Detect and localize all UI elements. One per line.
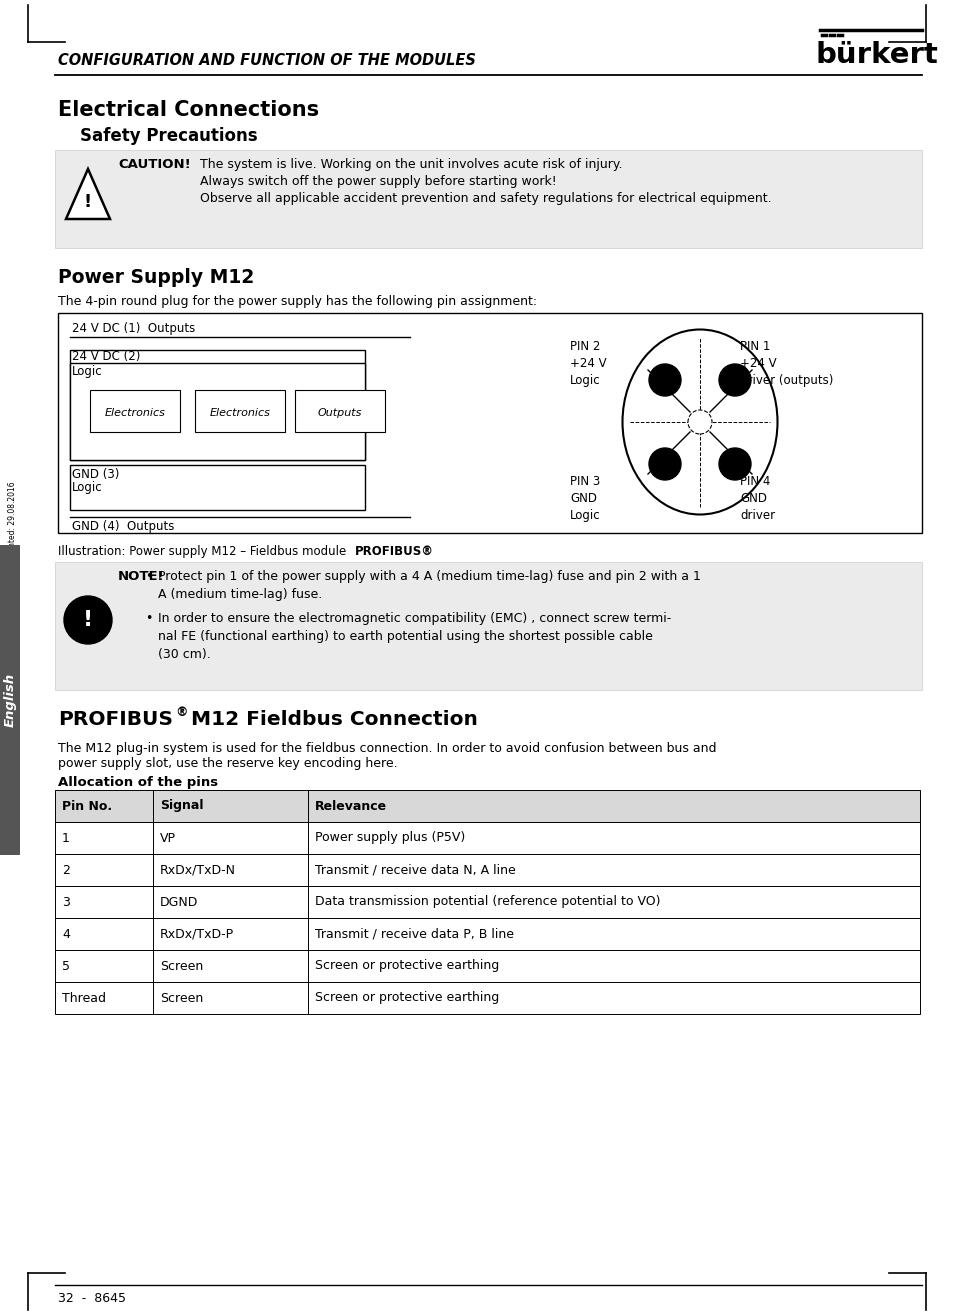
Text: Electronics: Electronics: [105, 408, 165, 418]
Text: Safety Precautions: Safety Precautions: [80, 128, 257, 145]
Text: PROFIBUS: PROFIBUS: [58, 710, 172, 729]
Text: !: !: [84, 193, 92, 210]
Text: CONFIGURATION AND FUNCTION OF THE MODULES: CONFIGURATION AND FUNCTION OF THE MODULE…: [58, 53, 476, 67]
Text: 2: 2: [62, 864, 70, 877]
Text: GND (3): GND (3): [71, 468, 119, 481]
Text: The 4-pin round plug for the power supply has the following pin assignment:: The 4-pin round plug for the power suppl…: [58, 295, 537, 308]
Ellipse shape: [622, 330, 777, 514]
Text: Relevance: Relevance: [314, 800, 387, 813]
Text: Protect pin 1 of the power supply with a 4 A (medium time-lag) fuse and pin 2 wi: Protect pin 1 of the power supply with a…: [158, 569, 700, 601]
Bar: [55, 822, 919, 853]
Text: Transmit / receive data P, B line: Transmit / receive data P, B line: [314, 927, 514, 940]
Text: 4: 4: [62, 927, 70, 940]
Bar: [90, 391, 180, 433]
Text: power supply slot, use the reserve key encoding here.: power supply slot, use the reserve key e…: [58, 757, 397, 771]
Text: 1: 1: [62, 831, 70, 844]
Text: RxDx/TxD-N: RxDx/TxD-N: [160, 864, 235, 877]
Text: PIN 1
+24 V
driver (outputs): PIN 1 +24 V driver (outputs): [740, 341, 833, 387]
Text: RxDx/TxD-P: RxDx/TxD-P: [160, 927, 233, 940]
Text: Data transmission potential (reference potential to VO): Data transmission potential (reference p…: [314, 896, 659, 909]
Text: Illustration: Power supply M12 – Fieldbus module: Illustration: Power supply M12 – Fieldbu…: [58, 544, 350, 558]
Text: Screen or protective earthing: Screen or protective earthing: [314, 992, 498, 1005]
Text: PIN 2
+24 V
Logic: PIN 2 +24 V Logic: [569, 341, 606, 387]
Text: Power supply plus (P5V): Power supply plus (P5V): [314, 831, 465, 844]
Text: In order to ensure the electromagnetic compatibility (EMC) , connect screw termi: In order to ensure the electromagnetic c…: [158, 611, 671, 661]
Text: 32  -  8645: 32 - 8645: [58, 1291, 126, 1304]
Bar: [58, 313, 921, 533]
Text: Transmit / receive data N, A line: Transmit / receive data N, A line: [314, 864, 516, 877]
Bar: [55, 949, 919, 982]
Bar: [55, 918, 919, 949]
Text: Logic: Logic: [71, 366, 103, 377]
Text: CAUTION!: CAUTION!: [118, 158, 191, 171]
Text: Screen: Screen: [160, 960, 203, 973]
Bar: [55, 562, 921, 690]
Text: 3: 3: [62, 896, 70, 909]
Bar: [0, 544, 20, 855]
Circle shape: [64, 596, 112, 644]
Text: Power Supply M12: Power Supply M12: [58, 268, 254, 287]
Text: Pin No.: Pin No.: [62, 800, 112, 813]
Text: !: !: [83, 610, 93, 630]
Bar: [55, 853, 919, 886]
Text: DGND: DGND: [160, 896, 198, 909]
Text: 24 V DC (1)  Outputs: 24 V DC (1) Outputs: [71, 322, 195, 335]
Text: Signal: Signal: [160, 800, 203, 813]
Text: MAN  1000087499  EN  Version: A  Status: RL (released | freigegeben)  printed: 2: MAN 1000087499 EN Version: A Status: RL …: [8, 481, 17, 830]
Text: •: •: [145, 611, 152, 625]
Text: NOTE!: NOTE!: [118, 569, 165, 583]
Text: 5: 5: [62, 960, 70, 973]
Circle shape: [719, 364, 750, 396]
Text: English: English: [4, 673, 16, 727]
Text: Screen: Screen: [160, 992, 203, 1005]
Text: Thread: Thread: [62, 992, 106, 1005]
Text: •: •: [145, 569, 152, 583]
Text: GND (4)  Outputs: GND (4) Outputs: [71, 519, 174, 533]
Text: VP: VP: [160, 831, 175, 844]
Circle shape: [648, 364, 680, 396]
Text: Always switch off the power supply before starting work!: Always switch off the power supply befor…: [200, 175, 557, 188]
Text: ®: ®: [174, 706, 188, 719]
Text: Screen or protective earthing: Screen or protective earthing: [314, 960, 498, 973]
Text: PROFIBUS®: PROFIBUS®: [355, 544, 434, 558]
Bar: [70, 350, 365, 460]
Text: The M12 plug-in system is used for the fieldbus connection. In order to avoid co: The M12 plug-in system is used for the f…: [58, 742, 716, 755]
Circle shape: [648, 448, 680, 480]
Text: M12 Fieldbus Connection: M12 Fieldbus Connection: [184, 710, 477, 729]
Text: Electronics: Electronics: [210, 408, 270, 418]
Text: Outputs: Outputs: [317, 408, 362, 418]
Bar: [70, 363, 365, 460]
Circle shape: [719, 448, 750, 480]
Bar: [294, 391, 385, 433]
Text: The system is live. Working on the unit involves acute risk of injury.: The system is live. Working on the unit …: [200, 158, 622, 171]
Text: Electrical Connections: Electrical Connections: [58, 100, 319, 120]
Text: Observe all applicable accident prevention and safety regulations for electrical: Observe all applicable accident preventi…: [200, 192, 771, 205]
Bar: [70, 466, 365, 510]
Bar: [55, 982, 919, 1014]
Bar: [55, 886, 919, 918]
Polygon shape: [66, 170, 110, 220]
Text: PIN 4
GND
driver: PIN 4 GND driver: [740, 475, 774, 522]
Text: Allocation of the pins: Allocation of the pins: [58, 776, 218, 789]
Bar: [55, 790, 919, 822]
Circle shape: [687, 410, 711, 434]
Text: bürkert: bürkert: [815, 41, 938, 68]
Text: PIN 3
GND
Logic: PIN 3 GND Logic: [569, 475, 600, 522]
Bar: [194, 391, 285, 433]
Text: Logic: Logic: [71, 481, 103, 494]
Bar: [55, 150, 921, 249]
Text: 24 V DC (2): 24 V DC (2): [71, 350, 140, 363]
